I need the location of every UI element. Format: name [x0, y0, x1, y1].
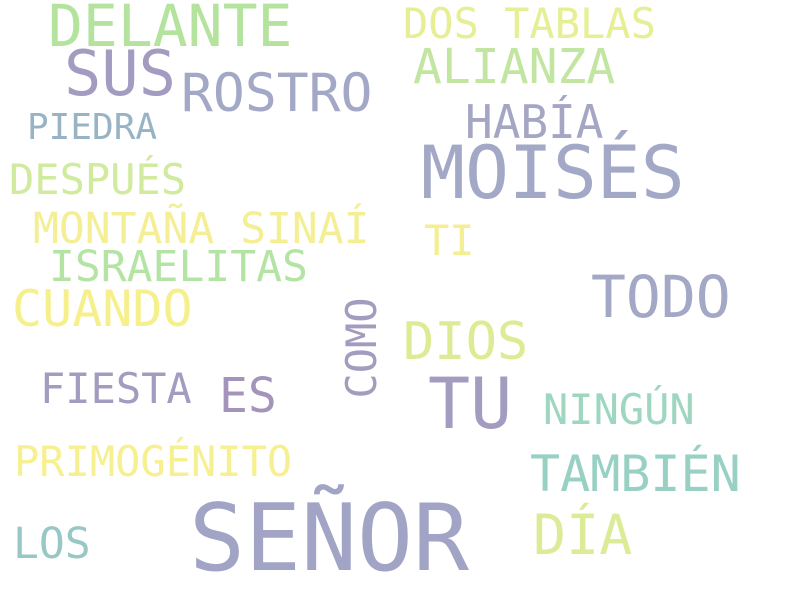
word-tambien: TAMBIÉN	[530, 445, 741, 503]
word-sus: SUS	[64, 37, 176, 110]
word-moises: MOISÉS	[421, 131, 685, 216]
word-como: COMO	[337, 297, 386, 399]
word-dia: DÍA	[533, 503, 633, 567]
word-tu: TU	[428, 363, 513, 445]
word-piedra: PIEDRA	[27, 107, 158, 148]
word-ningun: NINGÚN	[543, 385, 695, 434]
word-delante: DELANTE	[48, 0, 293, 60]
word-despues: DESPUÉS	[9, 155, 187, 204]
word-dios: DIOS	[403, 312, 529, 372]
word-dos-tablas: DOS TABLAS	[403, 0, 656, 48]
word-senor: SEÑOR	[189, 484, 469, 592]
word-cuando: CUANDO	[12, 280, 193, 338]
word-habia: HABÍA	[465, 95, 604, 149]
word-montana-sinai: MONTAÑA SINAÍ	[33, 204, 370, 254]
word-ti: TI	[424, 216, 475, 265]
word-todo: TODO	[591, 263, 731, 331]
word-alianza: ALIANZA	[413, 39, 616, 95]
word-israelitas: ISRAELITAS	[49, 242, 308, 292]
word-es: ES	[219, 368, 277, 424]
word-primogenito: PRIMOGÉNITO	[14, 437, 293, 486]
word-rostro: ROSTRO	[181, 63, 373, 124]
word-fiesta: FIESTA	[40, 364, 192, 413]
word-los: LOS	[13, 519, 91, 569]
